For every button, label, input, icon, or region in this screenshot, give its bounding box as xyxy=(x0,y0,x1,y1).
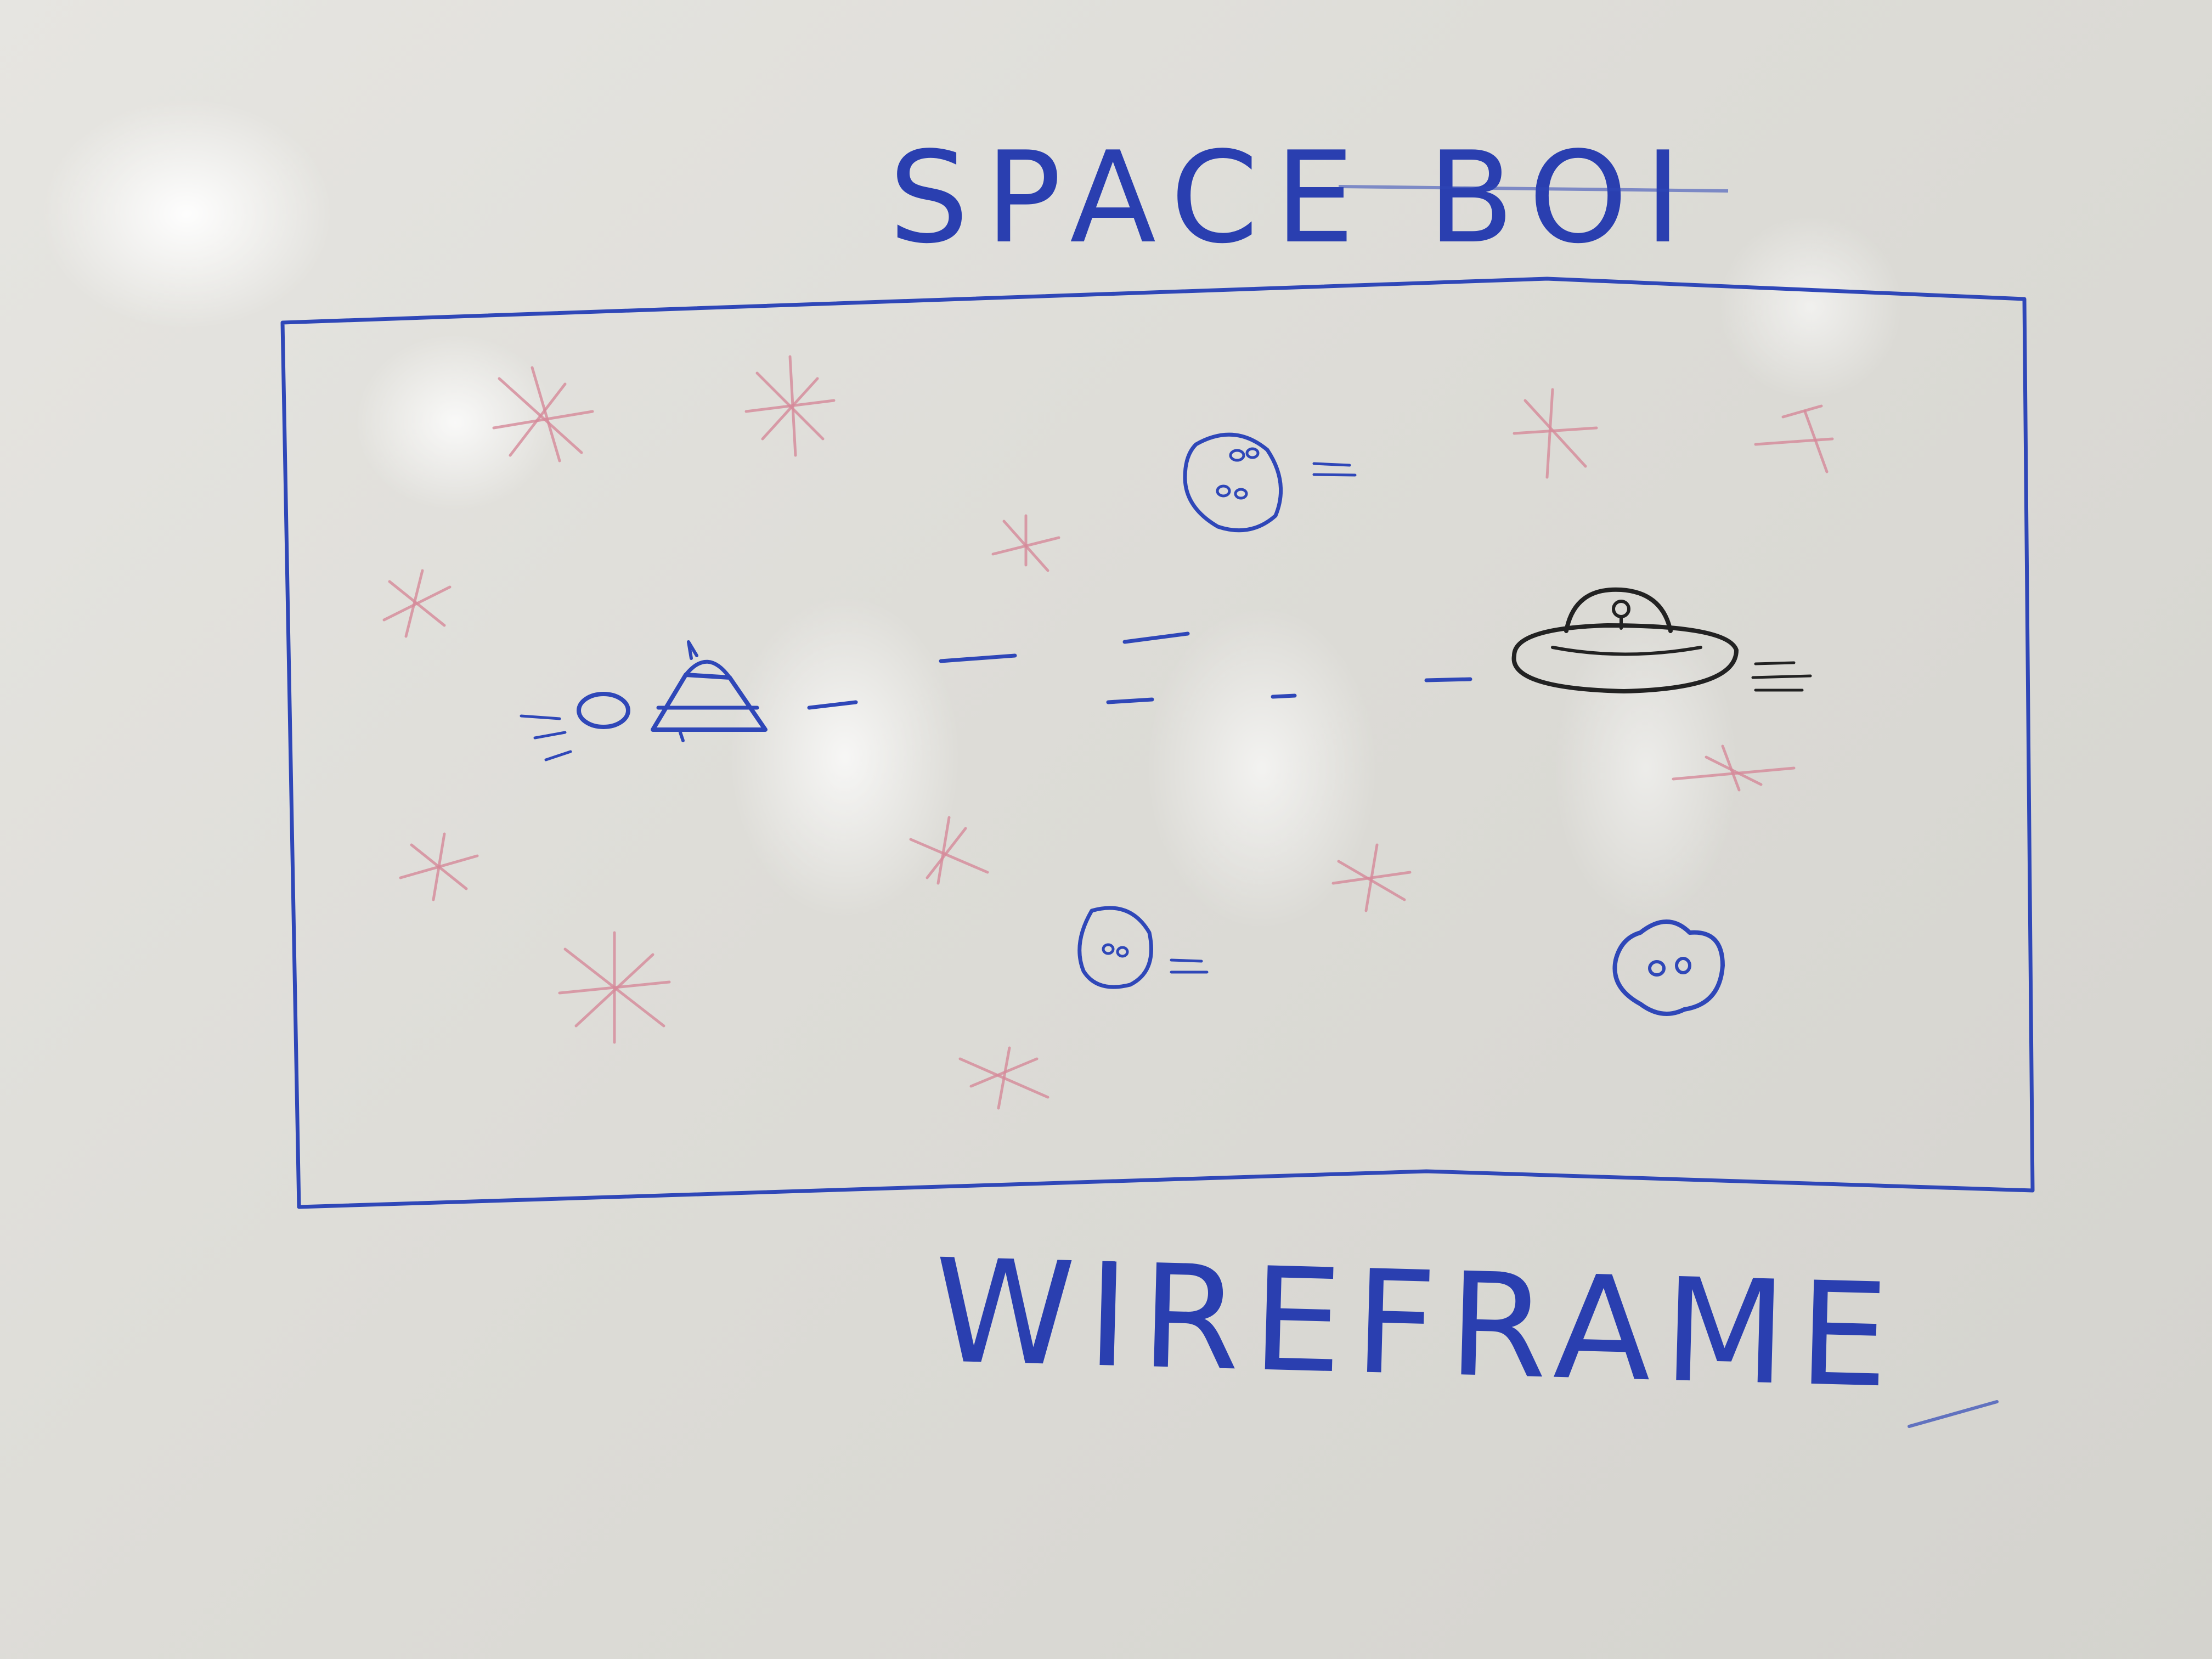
star-icon xyxy=(399,832,479,901)
title-underline xyxy=(1338,185,1729,193)
asteroid-icon xyxy=(1612,919,1725,1016)
enemy-ufo-icon xyxy=(1511,587,1812,693)
laser-shot-trail xyxy=(807,631,1472,710)
caption-underline xyxy=(1908,1400,1999,1428)
asteroid-icon xyxy=(1183,432,1357,533)
star-icon xyxy=(1672,744,1796,792)
star-icon xyxy=(909,816,989,885)
star-icon xyxy=(382,569,452,638)
star-icon xyxy=(958,1046,1049,1110)
game-screen-frame xyxy=(280,276,2035,1209)
caption-text: WIREFRAME xyxy=(932,1229,1903,1420)
star-icon xyxy=(492,366,594,462)
star-icon xyxy=(1513,388,1598,479)
player-spaceship-icon xyxy=(520,640,768,761)
title-text: SPACE BOI xyxy=(889,125,1698,272)
star-icon xyxy=(744,355,836,457)
star-icon xyxy=(1331,843,1412,912)
star-icon xyxy=(1754,404,1834,473)
star-icon xyxy=(558,931,671,1044)
star-icon xyxy=(991,514,1060,572)
asteroid-icon xyxy=(1077,906,1209,989)
